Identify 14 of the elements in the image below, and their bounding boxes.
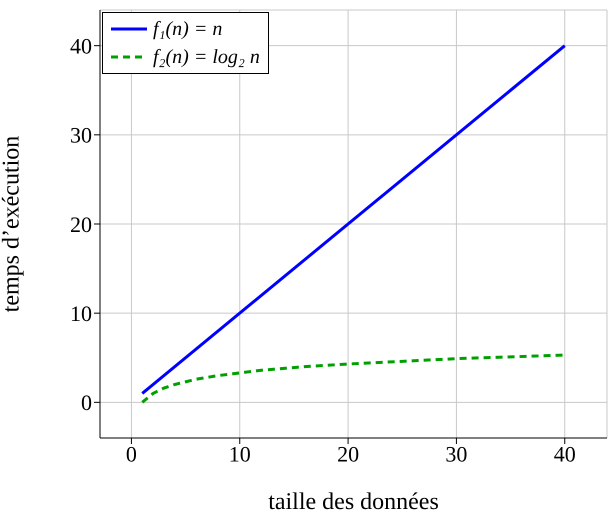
y-axis-title: temps d’exécution bbox=[0, 136, 25, 312]
y-tick-label: 20 bbox=[70, 212, 92, 237]
x-tick-label: 40 bbox=[554, 442, 576, 467]
legend-label: f₁(n) = n bbox=[153, 17, 222, 42]
x-tick-label: 20 bbox=[337, 442, 360, 467]
x-tick-label: 30 bbox=[445, 442, 468, 467]
x-tick-label: 10 bbox=[228, 442, 251, 467]
y-tick-label: 10 bbox=[70, 300, 92, 326]
x-tick-label: 0 bbox=[126, 442, 137, 467]
legend-label: f₂(n) = log₂ n bbox=[153, 45, 260, 70]
y-tick-label: 0 bbox=[81, 390, 92, 416]
y-tick-label: 30 bbox=[70, 122, 92, 148]
x-axis-title: taille des données bbox=[268, 489, 439, 513]
y-tick-label: 40 bbox=[70, 33, 92, 58]
